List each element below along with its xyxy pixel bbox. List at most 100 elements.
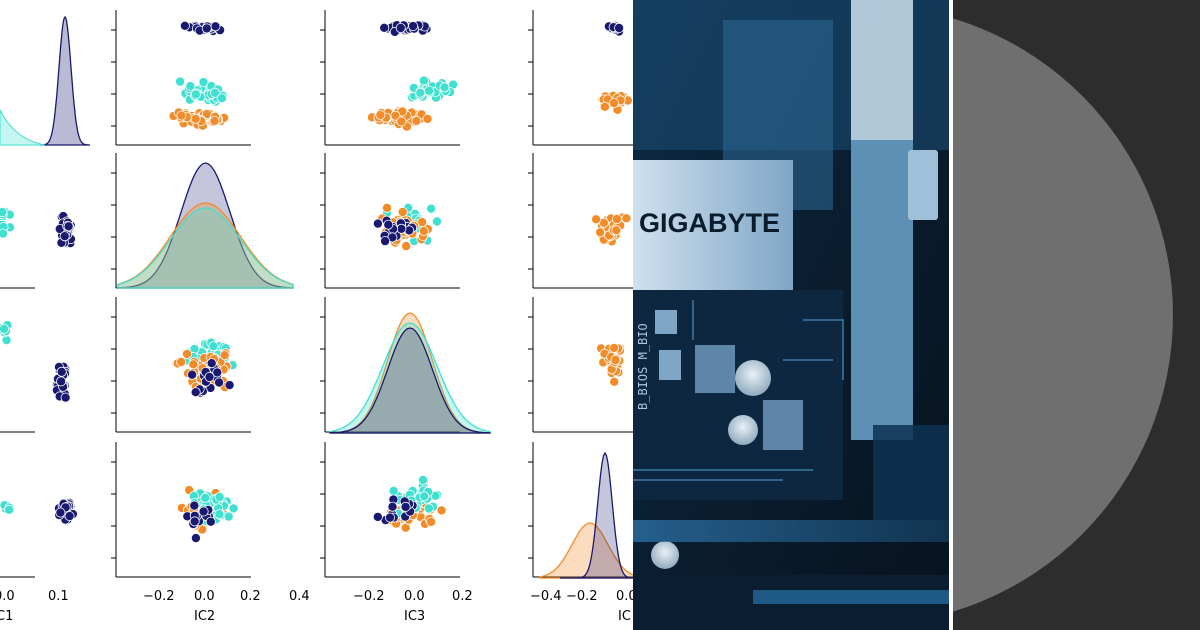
scatter-point	[381, 202, 392, 213]
subplot-axes	[320, 153, 460, 289]
capacitor-2	[728, 415, 758, 445]
scatter-point	[214, 377, 225, 388]
scatter-point	[175, 76, 186, 87]
disc-illustration	[953, 0, 1200, 630]
scatter-point	[201, 23, 212, 34]
scatter-point	[379, 22, 390, 33]
scatter-point	[424, 85, 435, 96]
scatter-point	[387, 501, 398, 512]
tick-col2-3: 0.4	[289, 589, 310, 604]
scatter-point	[609, 98, 620, 109]
disc-panel	[953, 0, 1200, 630]
scatter-point	[395, 22, 406, 33]
tick-col1-1: 0.1	[48, 589, 69, 604]
subplot-axes	[528, 10, 633, 146]
inductor-1	[695, 345, 735, 393]
chip-2	[659, 350, 681, 380]
density-curve	[117, 207, 294, 289]
capacitor-1	[735, 360, 771, 396]
capacitor-3	[651, 541, 679, 569]
scatter-point	[375, 110, 386, 121]
scatter-point	[198, 77, 209, 88]
scatter-point	[200, 492, 211, 503]
subplot-axes	[528, 297, 633, 433]
scatter-point	[210, 87, 221, 98]
scatter-point	[591, 214, 602, 225]
scatter-point	[599, 101, 610, 112]
scatter-point	[208, 341, 219, 352]
scatter-point	[418, 75, 429, 86]
scatter-point	[185, 81, 196, 92]
scatter-point	[216, 93, 227, 104]
density-curve	[40, 15, 90, 146]
scatter-point	[426, 203, 437, 214]
scatter-point	[396, 116, 407, 127]
subplot-axes	[320, 10, 460, 146]
scatter-point	[612, 213, 623, 224]
scatter-point	[611, 225, 622, 236]
scatter-point	[56, 376, 67, 387]
shadow-block	[873, 425, 949, 520]
scatter-point	[214, 491, 225, 502]
panel-divider	[949, 0, 953, 630]
pairplot-svg: 0.0 0.1 −0.2 0.0 0.2 0.4 −0.2 0.0 0.2 −0…	[0, 10, 633, 624]
subplot-axes	[320, 442, 460, 578]
scatter-point	[188, 359, 199, 370]
axis-label-ic4: IC	[618, 609, 631, 624]
expansion-slot-2	[753, 590, 949, 604]
inductor-2	[763, 400, 803, 450]
motherboard-photo: GIGABYTE B_BIOS M_BIO	[633, 0, 949, 630]
slot-latch	[908, 150, 938, 220]
tick-col2-1: 0.0	[194, 589, 215, 604]
axis-label-ic3: IC3	[404, 609, 425, 624]
scatter-point	[418, 225, 429, 236]
density-curve	[329, 322, 491, 434]
scatter-point	[397, 206, 408, 217]
scatter-point	[204, 371, 215, 382]
chip-1	[655, 310, 677, 334]
scatter-point	[223, 511, 234, 522]
scatter-point	[0, 207, 8, 218]
scatter-point	[210, 21, 221, 32]
scatter-point	[0, 324, 10, 334]
scatter-point	[209, 115, 220, 126]
scatter-point	[417, 474, 428, 485]
scatter-point	[214, 509, 225, 520]
scatter-point	[190, 113, 201, 124]
scatter-point	[380, 236, 391, 247]
scatter-point	[422, 113, 433, 124]
scatter-point	[59, 231, 70, 242]
density-curve	[329, 327, 491, 434]
subplot-axes	[0, 576, 35, 578]
tick-col4-2: 0.0	[616, 589, 633, 604]
scatter-point	[224, 380, 235, 391]
subplot-axes	[0, 287, 35, 289]
scatter-point	[0, 228, 8, 239]
scatter-point	[4, 504, 15, 515]
subplot-axes	[111, 10, 251, 146]
silkscreen-text: B_BIOS M_BIO	[636, 323, 650, 410]
scatter-point	[400, 501, 411, 512]
scatter-point	[621, 213, 632, 224]
scatter-point	[439, 82, 450, 93]
tick-col3-0: −0.2	[353, 589, 385, 604]
density-curve	[0, 109, 46, 146]
scatter-point	[64, 511, 75, 522]
scatter-point	[614, 22, 625, 33]
tick-col4-0: −0.4	[530, 589, 562, 604]
brand-text: GIGABYTE	[639, 208, 780, 238]
scatter-point	[187, 369, 198, 380]
scatter-point	[401, 241, 412, 252]
density-curve	[117, 162, 294, 289]
subplot-axes	[111, 297, 251, 433]
gray-disc	[953, 18, 1173, 612]
scatter-point	[423, 503, 434, 514]
motherboard-illustration: GIGABYTE B_BIOS M_BIO	[633, 0, 949, 630]
scatter-point	[383, 219, 394, 230]
vertical-slot	[851, 140, 913, 440]
axis-label-ic1: C1	[0, 609, 13, 624]
axis-label-ic2: IC2	[194, 609, 215, 624]
scatter-point	[176, 356, 187, 367]
pairplot-panel: 0.0 0.1 −0.2 0.0 0.2 0.4 −0.2 0.0 0.2 −0…	[0, 10, 633, 624]
scatter-point	[190, 387, 201, 398]
